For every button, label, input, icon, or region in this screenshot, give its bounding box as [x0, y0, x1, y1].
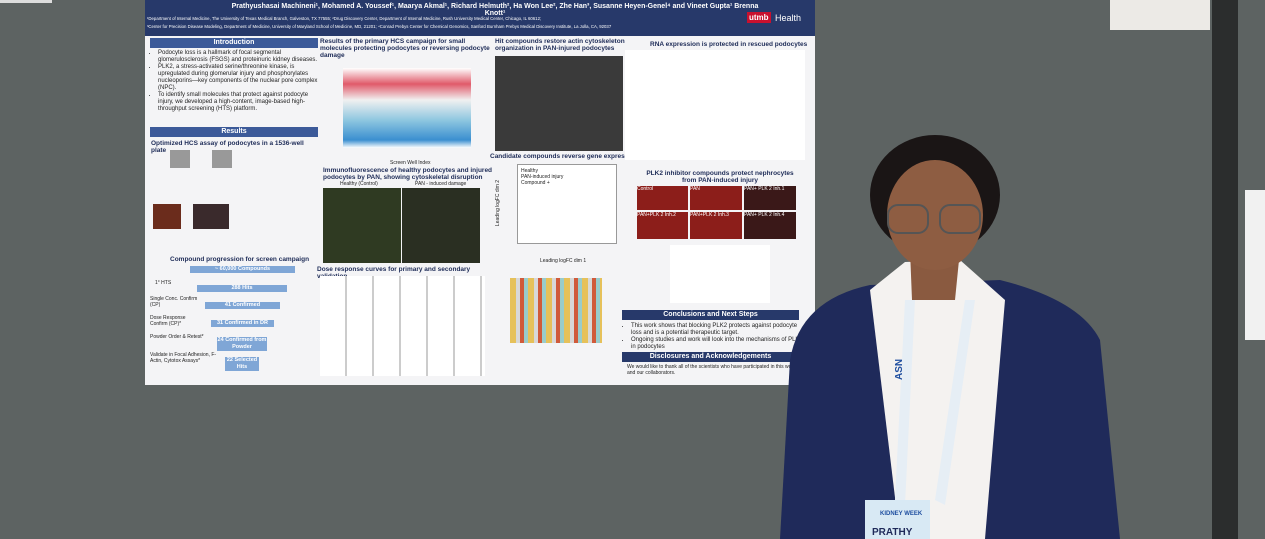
logo-text: Health	[775, 13, 802, 23]
funnel-label: Dose Response Confirm (CP)*	[150, 315, 186, 327]
figure	[153, 204, 181, 229]
image-label: PAN - induced damage	[415, 181, 467, 187]
heading: Optimized HCS assay of podocytes in a 15…	[151, 140, 304, 154]
bullet: PLK2, a stress-activated serine/threonin…	[158, 64, 323, 92]
funnel-label: 1° HTS	[155, 280, 172, 286]
heatmap	[510, 278, 602, 343]
heading: Immunofluorescence of healthy podocytes …	[323, 167, 493, 181]
glasses	[887, 204, 929, 234]
figure	[402, 188, 480, 263]
panel: PAN+PLK 2 Inh.2	[637, 212, 688, 239]
affiliation: ³Center for Precision Disease Modeling, …	[147, 24, 612, 29]
figure	[193, 204, 229, 229]
figure	[323, 188, 401, 263]
scatter-figure	[343, 68, 471, 148]
panel: PAN+PLK 2 Inh.3	[690, 212, 742, 239]
heading: Candidate compounds reverse gene express…	[490, 153, 639, 160]
figure	[495, 56, 623, 151]
section-title: Disclosures and Acknowledgements	[622, 352, 799, 362]
heading: Results of the primary HCS campaign for …	[320, 38, 490, 59]
lanyard-text: ASN	[894, 359, 905, 380]
legend-item: Healthy	[521, 168, 538, 174]
badge-event: KIDNEY WEEK	[880, 511, 923, 517]
funnel-step: 41 Confirmed	[205, 302, 280, 309]
axis-label: Leading logFC dim 1	[540, 258, 587, 264]
wall-sign	[1110, 0, 1210, 30]
bar-figure	[670, 245, 770, 303]
poster: Prathyushasai Machineni¹, Mohamed A. You…	[145, 0, 815, 385]
pca-plot	[517, 164, 617, 244]
axis-label: Screen Well Index	[390, 160, 431, 166]
badge-name: PRATHY	[872, 527, 913, 538]
bullet: Ongoing studies and work will look into …	[631, 337, 809, 351]
figure	[170, 150, 190, 168]
funnel-step: 24 Confirmed from Powder	[217, 337, 267, 351]
heading: Hit compounds restore actin cytoskeleton…	[495, 38, 625, 52]
panel: Control	[637, 186, 688, 210]
panel: PAN	[690, 186, 742, 210]
funnel-step: ~ 60,000 Compounds	[190, 266, 295, 273]
legend-item: PAN-induced injury	[521, 174, 564, 180]
funnel-step: 31 Confirmed in DR	[211, 320, 274, 327]
funnel-step: 22 Selected Hits	[225, 357, 259, 371]
section-title: Conclusions and Next Steps	[622, 310, 799, 320]
logo-mark: utmb	[747, 12, 771, 23]
heading: PLK2 inhibitor compounds protect nephroc…	[646, 170, 794, 184]
funnel-label: Validate in Focal Adhesion, F-Actin, Cyt…	[150, 352, 217, 364]
pole	[1212, 0, 1238, 539]
section-title: Results	[150, 127, 318, 137]
poster-header: Prathyushasai Machineni¹, Mohamed A. You…	[145, 0, 815, 36]
wall-paper	[0, 0, 52, 3]
affiliation: ¹Department of Internal Medicine, The Un…	[147, 16, 542, 21]
lanyard	[895, 300, 975, 505]
neighbor-poster	[1245, 190, 1265, 340]
panel: PAN+ PLK 2 Inh.1	[744, 186, 796, 210]
bullet: To identify small molecules that protect…	[158, 92, 323, 113]
heading: RNA expression is protected in rescued p…	[650, 41, 808, 48]
paragraph: We would like to thank all of the scient…	[627, 364, 796, 376]
section-title: Introduction	[150, 38, 318, 48]
figure-grid	[320, 276, 485, 376]
figure	[212, 150, 232, 168]
face	[887, 160, 983, 270]
panel: PAN+ PLK 2 Inh.4	[744, 212, 796, 239]
funnel-label: Single Conc. Confirm (CP)	[150, 296, 198, 308]
bullet: This work shows that blocking PLK2 prote…	[631, 323, 809, 337]
bullet: Podocyte loss is a hallmark of focal seg…	[158, 50, 323, 64]
authors: Prathyushasai Machineni¹, Mohamed A. You…	[231, 3, 759, 17]
funnel-label: Powder Order & Retest*	[150, 334, 204, 340]
funnel-step: 288 Hits	[197, 285, 287, 292]
legend-item: Compound +	[521, 180, 550, 186]
image-label: Healthy (Control)	[340, 181, 378, 187]
glasses	[939, 204, 981, 234]
bar-figures	[625, 50, 805, 160]
badge	[865, 500, 930, 539]
heading: Compound progression for screen campaign	[170, 256, 310, 263]
